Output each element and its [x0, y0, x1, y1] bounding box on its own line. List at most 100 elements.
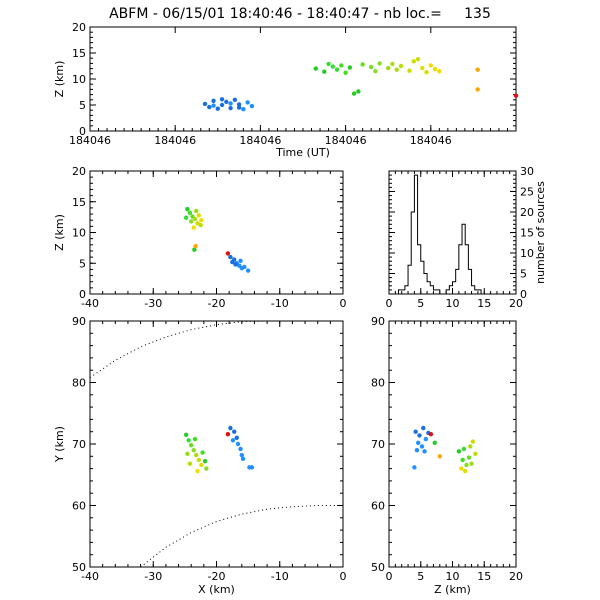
y-tick-label: 10	[72, 73, 86, 86]
y-tick-label: 50	[371, 561, 385, 574]
source-point	[326, 61, 331, 67]
x-tick-label: 0	[340, 570, 347, 583]
source-point	[225, 431, 231, 437]
source-point	[195, 468, 200, 474]
x-tick-label: 184046	[239, 134, 281, 147]
source-point	[236, 102, 242, 107]
x-tick-label: -30	[144, 297, 162, 310]
x-tick-label: 15	[477, 570, 491, 583]
source-point	[386, 65, 391, 71]
source-point	[202, 459, 208, 464]
source-point	[394, 67, 399, 72]
time-height-frame	[89, 26, 517, 132]
source-point	[390, 61, 395, 67]
source-point	[356, 89, 361, 94]
source-point	[219, 97, 225, 102]
source-point	[407, 68, 412, 73]
source-point	[242, 264, 247, 270]
y-tick-label: 0	[79, 288, 86, 301]
source-point	[186, 438, 191, 443]
x-tick-label: 5	[417, 297, 424, 310]
source-point	[192, 247, 197, 252]
source-point	[228, 425, 233, 431]
source-point	[463, 468, 468, 474]
histogram-line	[398, 174, 485, 295]
source-point	[183, 215, 189, 220]
x-tick-label: -20	[208, 297, 226, 310]
x-axis-label: Time (UT)	[275, 146, 330, 159]
source-point	[469, 461, 474, 466]
source-point	[234, 435, 239, 441]
x-tick-label: 0	[340, 297, 347, 310]
plan-view-frame	[89, 320, 344, 568]
y-tick-label: 25	[520, 186, 534, 199]
source-point	[413, 429, 418, 434]
source-point	[193, 243, 198, 249]
height-y-frame	[388, 320, 517, 568]
source-point	[456, 449, 462, 454]
source-point	[196, 457, 201, 463]
x-tick-label: -40	[81, 570, 99, 583]
height-y-panel: 0 5 10 15 20 50 60 70 80 90 Z (km)	[371, 315, 523, 596]
x-tick-label: -20	[208, 570, 226, 583]
source-point	[194, 452, 199, 458]
source-point	[189, 219, 194, 224]
source-point	[424, 70, 429, 75]
source-point	[230, 259, 235, 265]
x-axis-label: X (km)	[198, 583, 235, 596]
source-point	[187, 461, 193, 466]
source-point	[432, 66, 438, 72]
y-tick-label: 20	[72, 165, 86, 178]
y-tick-label: 5	[520, 268, 527, 281]
source-point	[423, 436, 429, 442]
y-tick-label: 90	[72, 315, 86, 328]
y-tick-label: 10	[72, 227, 86, 240]
source-point	[419, 444, 425, 449]
source-point	[235, 441, 241, 447]
source-point	[343, 70, 348, 75]
y-tick-label: 80	[371, 377, 385, 390]
source-point	[513, 93, 519, 98]
source-point	[232, 429, 237, 434]
x-tick-label: 5	[417, 570, 424, 583]
source-point	[198, 222, 203, 228]
source-point	[194, 208, 199, 214]
y-tick-label: 0	[520, 288, 527, 301]
source-point	[334, 67, 340, 72]
x-tick-label: 15	[477, 297, 491, 310]
source-point	[368, 64, 374, 70]
source-point	[245, 100, 250, 105]
source-point	[233, 262, 238, 267]
x-tick-label: 0	[386, 297, 393, 310]
y-tick-label: 20	[520, 206, 534, 219]
y-axis-label: Z (km)	[53, 214, 66, 251]
y-tick-label: 5	[79, 257, 86, 270]
source-point	[202, 101, 208, 107]
source-point	[347, 65, 353, 70]
source-point	[240, 456, 246, 461]
source-point	[420, 65, 425, 71]
source-point	[228, 101, 233, 106]
source-point	[228, 105, 233, 111]
source-point	[373, 69, 378, 74]
x-tick-label: -40	[81, 297, 99, 310]
source-point	[187, 210, 193, 216]
source-point	[192, 436, 198, 442]
source-point	[191, 225, 196, 230]
source-point	[185, 451, 190, 457]
source-point	[192, 216, 198, 222]
source-point	[422, 449, 427, 454]
y-tick-label: 20	[72, 21, 86, 34]
source-point	[473, 451, 478, 457]
source-point	[238, 258, 243, 263]
time-height-panel: 184046 184046 184046 184046 18404605101520Ti…	[53, 21, 519, 159]
y-tick-label: 60	[72, 500, 86, 513]
source-point	[437, 454, 442, 459]
x-tick-label: 184046	[69, 134, 111, 147]
x-tick-label: -10	[271, 297, 289, 310]
x-tick-label: 20	[509, 297, 523, 310]
y-tick-label: 70	[371, 438, 385, 451]
source-point	[432, 440, 437, 445]
source-point	[230, 438, 236, 443]
